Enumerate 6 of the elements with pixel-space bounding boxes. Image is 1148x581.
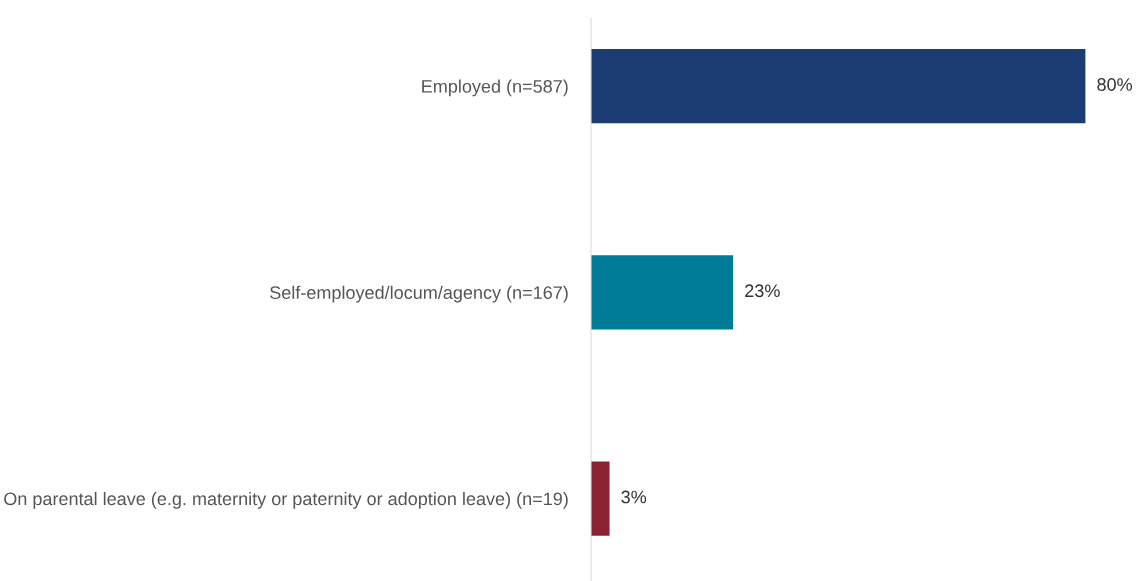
data-label: 3% [621,490,647,504]
data-label: 23% [745,284,780,298]
y-tick-label: On parental leave (e.g. maternity or paternity or adoption leave) (n=19) [4,491,568,509]
y-tick-label: Self-employed/locum/agency (n=167) [270,285,568,303]
data-label: 80% [1097,78,1133,91]
y-tick-label: Employed (n=587) [422,79,568,97]
